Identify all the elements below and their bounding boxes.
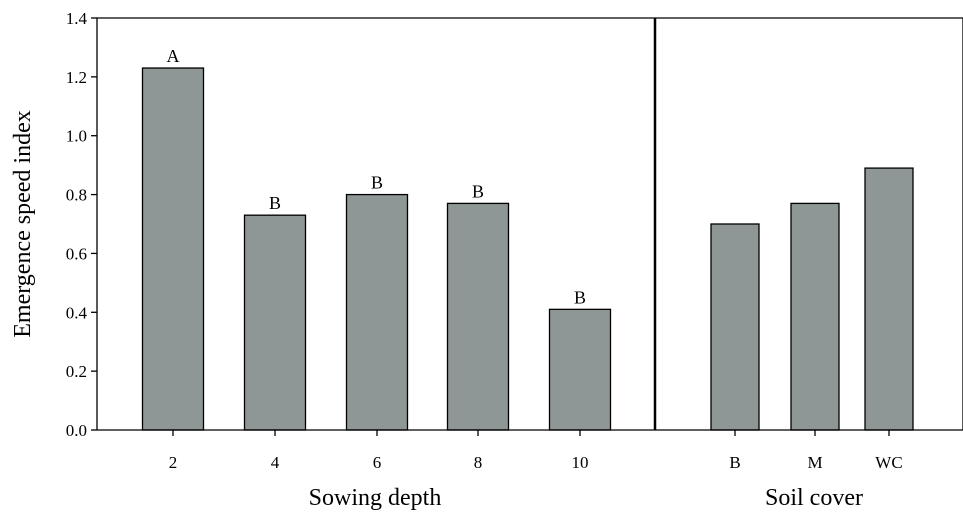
y-tick-label: 1.2 xyxy=(66,68,87,87)
bar-sowing-depth-2 xyxy=(141,67,205,431)
x-axis-title-sowing-depth: Sowing depth xyxy=(309,485,442,511)
x-tick-label: WC xyxy=(875,453,902,472)
x-tick-label: 2 xyxy=(169,453,178,472)
plot-frame xyxy=(96,17,963,431)
y-tick-label: 0.0 xyxy=(66,421,87,440)
bar-soil-cover-m xyxy=(790,202,840,431)
x-tick-label: 10 xyxy=(572,453,589,472)
bar-sowing-depth-10 xyxy=(548,308,612,431)
y-tick-label: 0.2 xyxy=(66,362,87,381)
x-tick-label: 6 xyxy=(373,453,382,472)
bar-sowing-depth-6 xyxy=(345,193,409,431)
bar-soil-cover-b xyxy=(710,223,760,431)
y-tick-label: 1.4 xyxy=(66,9,88,28)
significance-letter: B xyxy=(371,173,383,193)
labels: 0.0 0.2 0.4 0.6 0.8 1.0 1.2 1.4 2 A 4 B 6 B 8 B 10 B B M WC xyxy=(66,9,903,472)
y-axis-title: Emergence speed index xyxy=(10,110,36,337)
y-tick-label: 1.0 xyxy=(66,127,87,146)
x-tick-label: B xyxy=(729,453,740,472)
significance-letter: A xyxy=(167,46,180,66)
significance-letter: B xyxy=(269,193,281,213)
y-tick-label: 0.6 xyxy=(66,244,87,263)
significance-letter: B xyxy=(574,287,586,307)
x-tick-label: M xyxy=(807,453,822,472)
bars xyxy=(141,67,914,431)
x-tick-label: 8 xyxy=(474,453,483,472)
x-axis-title-soil-cover: Soil cover xyxy=(765,485,863,511)
x-tick-label: 4 xyxy=(271,453,280,472)
y-axis-ticks xyxy=(91,17,890,436)
bar-sowing-depth-4 xyxy=(243,214,307,431)
significance-letter: B xyxy=(472,181,484,201)
y-tick-label: 0.8 xyxy=(66,186,87,205)
y-tick-label: 0.4 xyxy=(66,303,88,322)
bar-sowing-depth-8 xyxy=(446,202,510,431)
bar-soil-cover-wc xyxy=(864,167,914,431)
